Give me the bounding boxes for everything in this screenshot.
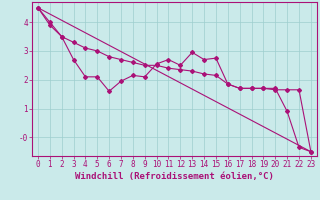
X-axis label: Windchill (Refroidissement éolien,°C): Windchill (Refroidissement éolien,°C) (75, 172, 274, 181)
